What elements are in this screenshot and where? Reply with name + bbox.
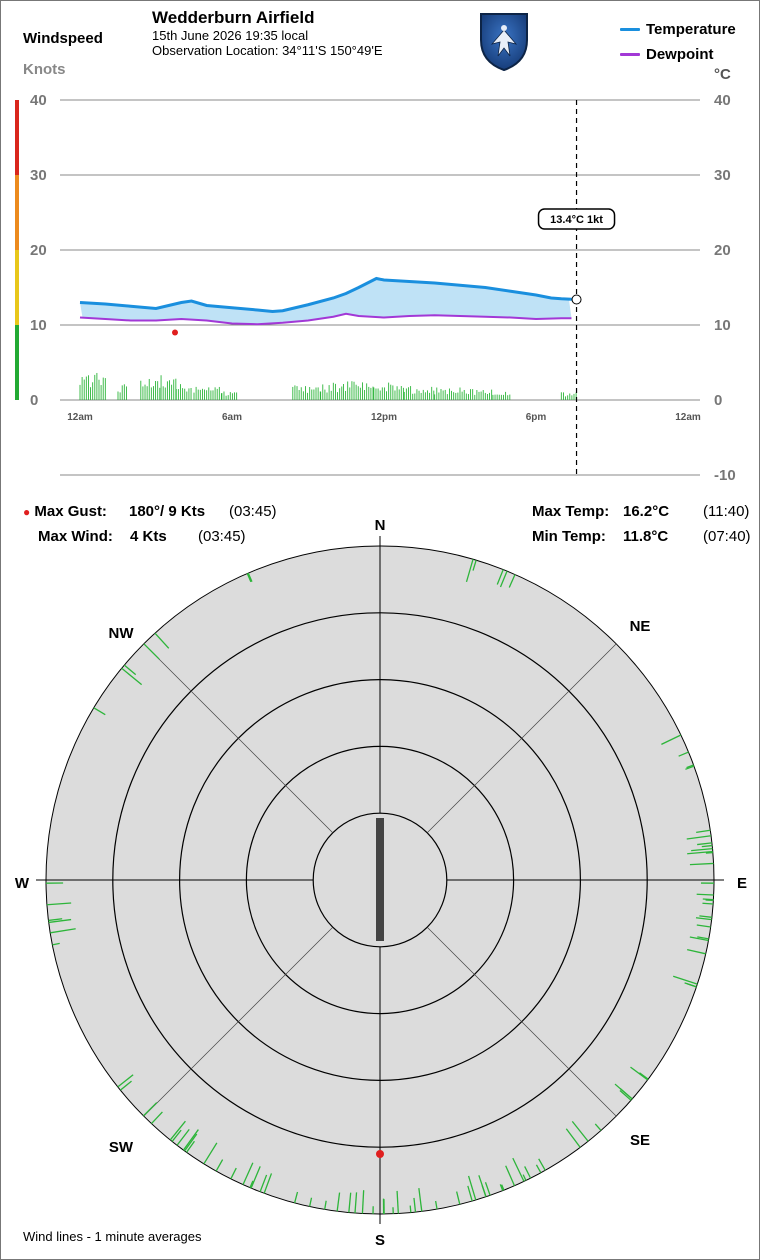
right-tick-label: 10 xyxy=(714,317,731,334)
time-tick-label: 6pm xyxy=(526,412,547,423)
time-tick-label: 12am xyxy=(675,412,701,423)
windspeed-label: Windspeed xyxy=(23,30,103,47)
dewpoint-legend-label: Dewpoint xyxy=(646,46,714,63)
left-tick-label: 20 xyxy=(30,242,47,259)
min-temp-value: 11.8°C xyxy=(623,528,669,545)
right-tick-label: 40 xyxy=(714,92,731,109)
left-tick-label: 0 xyxy=(30,392,38,409)
right-tick-label: 20 xyxy=(714,242,731,259)
max-gust-value: 180°/ 9 Kts xyxy=(129,503,206,520)
celsius-label: °C xyxy=(714,66,731,83)
max-wind-label: Max Wind: xyxy=(38,528,113,545)
right-tick-label: -10 xyxy=(714,467,736,484)
dewpoint-line xyxy=(79,312,572,326)
time-tick-label: 12am xyxy=(67,412,93,423)
max-wind-value: 4 Kts xyxy=(130,528,167,545)
temperature-wind-chart: 0 10 20 30 40 -10 0 10 20 30 40 12am 6am 12pm 6pm 12am 1… xyxy=(15,92,736,484)
wind-scale-segment xyxy=(15,250,19,325)
max-gust-marker xyxy=(172,329,178,336)
temperature-legend-swatch xyxy=(620,28,640,31)
current-readout-text: 13.4°C 1kt xyxy=(550,214,603,226)
left-tick-label: 30 xyxy=(30,167,47,184)
min-temp-label: Min Temp: xyxy=(532,528,606,545)
max-wind-time: (03:45) xyxy=(198,528,246,545)
footer-note: Wind lines - 1 minute averages xyxy=(23,1229,202,1244)
current-temp-marker xyxy=(571,294,582,305)
max-gust-row: ● Max Gust: xyxy=(23,503,107,520)
location-line: Observation Location: 34°11'S 150°49'E xyxy=(152,43,383,58)
max-temp-time: (11:40) xyxy=(703,503,750,520)
max-gust-time: (03:45) xyxy=(229,503,277,520)
max-gust-marker-icon: ● xyxy=(23,505,31,519)
left-tick-label: 10 xyxy=(30,317,47,334)
left-tick-label: 40 xyxy=(30,92,47,109)
right-tick-label: 0 xyxy=(714,392,722,409)
temperature-line xyxy=(79,276,577,314)
wind-scale-segment xyxy=(15,100,19,175)
time-tick-label: 12pm xyxy=(371,412,397,423)
min-temp-time: (07:40) xyxy=(703,528,751,545)
wind-scale-segment xyxy=(15,175,19,250)
time-tick-label: 6am xyxy=(222,412,242,423)
max-temp-label: Max Temp: xyxy=(532,503,610,520)
current-readout-box xyxy=(537,208,616,230)
right-tick-label: 30 xyxy=(714,167,731,184)
dewpoint-legend-swatch xyxy=(620,53,640,56)
temperature-legend-label: Temperature xyxy=(646,21,736,38)
max-temp-value: 16.2°C xyxy=(623,503,670,520)
station-title: Wedderburn Airfield xyxy=(152,8,315,27)
max-gust-label: Max Gust: xyxy=(34,503,107,520)
knots-label: Knots xyxy=(23,61,66,78)
wind-scale-segment xyxy=(15,325,19,400)
date-line: 15th June 2026 19:35 local xyxy=(152,28,309,43)
